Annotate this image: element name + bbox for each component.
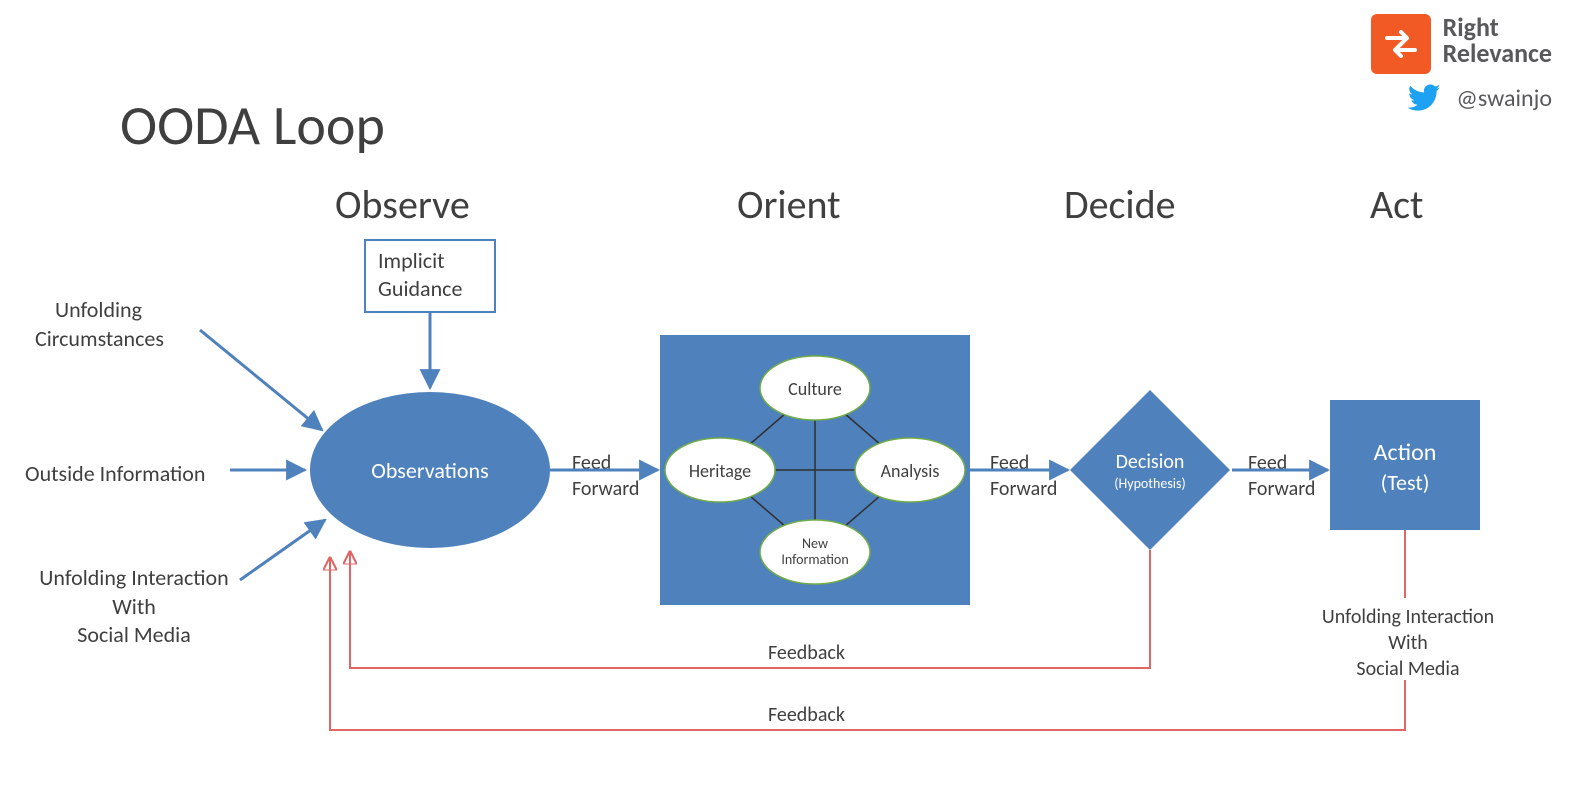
arrow-input3: [240, 520, 325, 580]
implicit-line1: Implicit: [378, 247, 445, 274]
arrow-input1: [200, 330, 322, 430]
orient-analysis-label: Analysis: [881, 460, 940, 482]
orient-newinfo-label1: New: [802, 535, 828, 552]
orient-newinfo-label2: Information: [781, 551, 848, 568]
decision-label: Decision: [1116, 450, 1185, 474]
orient-culture-label: Culture: [788, 378, 842, 400]
action-sub: (Test): [1381, 469, 1430, 496]
diagram-canvas: Implicit Guidance Observations Culture H…: [0, 0, 1582, 806]
implicit-line2: Guidance: [378, 275, 462, 302]
decision-sub: (Hypothesis): [1114, 475, 1185, 492]
action-label: Action: [1374, 438, 1437, 467]
observations-label: Observations: [371, 457, 488, 484]
orient-heritage-label: Heritage: [689, 460, 751, 482]
diagram-stage: OODA Loop Observe Orient Decide Act Unfo…: [0, 0, 1582, 806]
